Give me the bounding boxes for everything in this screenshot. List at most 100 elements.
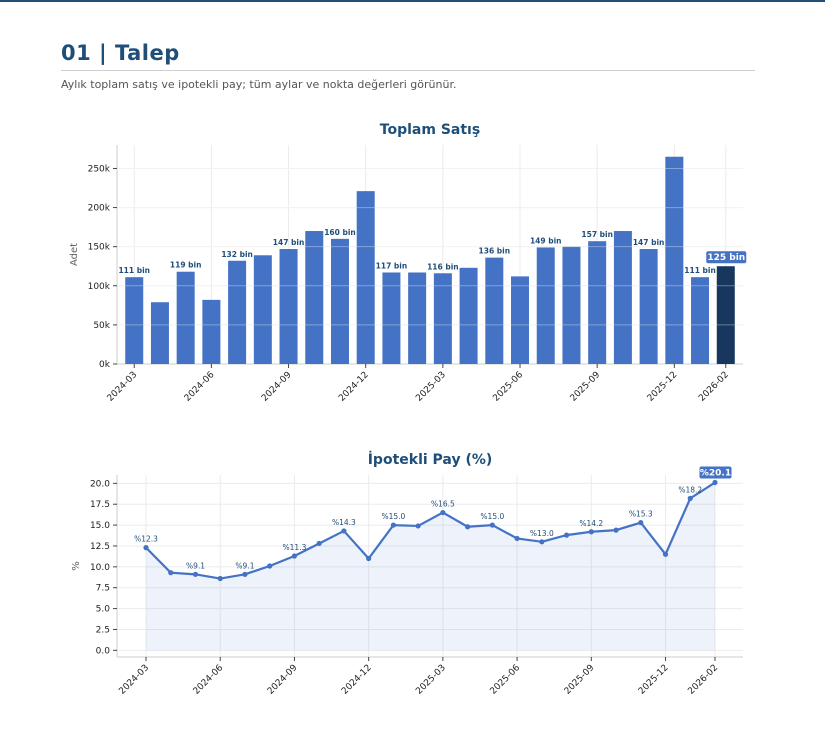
point-2024-10 <box>316 540 322 547</box>
point-data-label: %18.2 <box>678 485 702 494</box>
bar-data-label: 119 bin <box>170 261 202 270</box>
bar-2026-02 <box>716 266 735 364</box>
point-2024-04 <box>168 570 174 576</box>
y-tick-label: 50k <box>93 321 110 331</box>
chart-title: İpotekli Pay (%) <box>368 451 493 468</box>
bar-2025-08 <box>562 246 581 364</box>
point-2025-01 <box>390 522 396 528</box>
bar-2024-12 <box>356 191 375 364</box>
bar-2024-11 <box>330 238 349 364</box>
y-tick-label: 250k <box>88 164 111 174</box>
chart-title: Toplam Satış <box>380 122 480 138</box>
bar-2024-07 <box>228 260 247 364</box>
bar-2025-04 <box>459 267 478 364</box>
bar-2024-08 <box>253 255 272 364</box>
x-tick-label: 2025-09 <box>563 663 597 697</box>
bar-data-label: 157 bin <box>581 230 613 239</box>
point-2025-05 <box>489 522 495 528</box>
bar-data-label: 116 bin <box>427 262 459 271</box>
bar-2024-03 <box>125 277 144 364</box>
bar-2025-05 <box>485 257 504 364</box>
point-data-label: %15.3 <box>629 510 653 519</box>
bar-2024-10 <box>305 231 324 364</box>
point-2025-04 <box>465 524 471 530</box>
x-tick-label: 2025-06 <box>489 663 523 697</box>
y-tick-label: 12.5 <box>90 542 110 552</box>
bar-2025-10 <box>613 231 632 364</box>
point-data-label: %15.0 <box>480 512 504 521</box>
bar-2025-12 <box>665 156 684 364</box>
point-data-label: %14.3 <box>332 518 356 527</box>
point-2025-06 <box>514 535 520 542</box>
bar-chart-total-sales: Toplam Satış Adet 0k 50k 100k 150k 200k 250k 202… <box>69 122 747 404</box>
highlight-label-badge <box>699 466 732 479</box>
area-fill <box>146 482 715 651</box>
x-tick-label: 2025-06 <box>491 370 525 404</box>
point-2025-03 <box>440 509 446 516</box>
y-tick-label: 0.0 <box>96 646 111 656</box>
bar-2025-11 <box>639 249 658 364</box>
point-data-label: %14.2 <box>579 519 603 528</box>
y-axis-label: Adet <box>69 243 80 266</box>
point-data-label: %9.1 <box>235 561 254 570</box>
point-2024-07 <box>242 571 248 577</box>
y-tick-label: 200k <box>88 204 111 214</box>
point-2024-06 <box>217 575 223 582</box>
x-tick-label: 2024-12 <box>337 370 371 404</box>
y-tick-label: 150k <box>88 243 111 253</box>
point-2025-07 <box>539 539 545 545</box>
bar-2025-01 <box>382 272 401 364</box>
x-tick-label: 2026-02 <box>686 663 720 697</box>
series-line <box>145 481 716 580</box>
point-2025-11 <box>638 519 644 526</box>
point-2024-08 <box>267 563 273 569</box>
y-tick-label: 7.5 <box>96 584 110 594</box>
highlight-label-badge <box>706 251 747 264</box>
point-2025-08 <box>563 532 570 538</box>
point-2025-12 <box>662 551 669 557</box>
point-2024-09 <box>291 553 298 559</box>
y-tick-label: 2.5 <box>96 625 110 635</box>
point-data-label: %16.5 <box>431 500 455 509</box>
x-tick-label: 2024-03 <box>117 663 151 697</box>
bar-2024-09 <box>279 249 298 364</box>
y-tick-label: 20.0 <box>90 479 110 489</box>
bar-data-label: 160 bin <box>324 228 356 237</box>
point-2026-01 <box>687 495 693 501</box>
bar-data-label: 117 bin <box>376 261 408 270</box>
point-2024-12 <box>366 555 372 562</box>
bar-data-label: 132 bin <box>221 250 253 259</box>
point-2024-05 <box>192 571 199 577</box>
x-tick-label: 2025-03 <box>414 370 448 404</box>
page-title: 01 | Talep <box>61 41 180 65</box>
title-divider <box>61 70 755 71</box>
bar-2024-04 <box>150 302 169 364</box>
bar-2026-01 <box>691 277 710 364</box>
bar-2025-07 <box>536 247 555 364</box>
point-2024-03 <box>143 545 149 551</box>
point-2025-09 <box>588 529 594 535</box>
point-data-label: %20.1 <box>700 469 731 479</box>
x-tick-label: 2025-12 <box>646 370 680 404</box>
x-tick-label: 2024-12 <box>340 663 374 697</box>
area-chart-mortgage-share: İpotekli Pay (%)% 0.0 2.5 5.0 7.5 10.0 12.5 15.… <box>71 451 743 697</box>
bar-data-label: 111 bin <box>684 266 716 275</box>
top-accent-bar <box>0 0 825 2</box>
x-tick-label: 2025-03 <box>414 663 448 697</box>
point-2025-10 <box>613 527 619 533</box>
point-data-label: %9.1 <box>186 561 205 570</box>
bar-data-label: 147 bin <box>633 238 665 247</box>
y-tick-label: 17.5 <box>90 500 110 510</box>
bar-2024-06 <box>202 299 221 364</box>
bar-data-label: 147 bin <box>273 238 305 247</box>
y-tick-label: 10.0 <box>90 563 110 573</box>
bar-2025-03 <box>433 273 452 364</box>
y-tick-label: 5.0 <box>96 605 111 615</box>
y-tick-label: 100k <box>88 282 111 292</box>
x-tick-label: 2025-09 <box>569 370 603 404</box>
x-tick-label: 2025-12 <box>637 663 671 697</box>
point-2024-11 <box>341 528 347 534</box>
point-2026-02 <box>712 479 718 486</box>
point-data-label: %12.3 <box>134 535 158 544</box>
x-tick-label: 2024-06 <box>192 663 226 697</box>
